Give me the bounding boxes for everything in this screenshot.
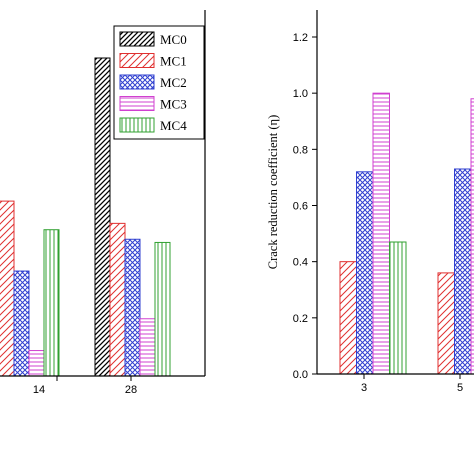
right-y-tick-label: 1.0	[293, 88, 308, 100]
bar-mc4-3	[389, 241, 407, 375]
bar-mc3-14	[28, 350, 45, 377]
legend-swatch-mc0	[119, 31, 155, 47]
right-x-tick-label: 3	[361, 382, 367, 394]
right-x-tick-label: 5	[457, 382, 463, 394]
bar-mc1-5	[437, 272, 455, 375]
bar-mc1-14	[0, 200, 15, 377]
legend: MC0 MC1 MC2 MC3 MC4	[113, 25, 205, 140]
bar-mc4-14	[43, 229, 60, 377]
bar-mc2-5	[454, 168, 472, 375]
bar-mc1-3	[339, 261, 357, 375]
right-bars	[339, 92, 474, 375]
legend-label-mc0: MC0	[160, 32, 187, 47]
left-x-tick-label: 14	[33, 384, 45, 396]
right-y-tick-label: 0.8	[293, 144, 308, 156]
legend-swatch-mc3	[119, 96, 155, 111]
bar-mc4-28	[154, 241, 171, 377]
bar-mc2-3	[356, 171, 374, 375]
legend-swatch-mc2	[119, 74, 155, 90]
bar-mc2-14	[13, 270, 30, 377]
right-y-tick-label: 1.2	[293, 32, 308, 44]
bar-mc2-28	[124, 238, 141, 377]
left-x-tick-label: 28	[125, 384, 137, 396]
legend-label-mc2: MC2	[160, 75, 187, 90]
legend-swatch-mc4	[119, 117, 155, 133]
bar-mc1-28	[109, 222, 126, 377]
right-y-axis-title: Crack reduction coefficient (η)	[266, 115, 280, 270]
legend-label-mc3: MC3	[160, 97, 187, 112]
left-chart: 14 28 MC0 MC1 MC2 MC3 MC4	[0, 10, 206, 396]
right-chart: 0.0 0.2 0.4 0.6 0.8 1.0 1.2 3 5 Crack reductio…	[266, 10, 474, 394]
left-bars	[0, 57, 171, 377]
legend-swatch-mc1	[119, 53, 155, 68]
legend-label-mc4: MC4	[160, 118, 187, 133]
bar-mc3-3	[372, 92, 390, 375]
bar-mc3-5	[470, 98, 474, 375]
right-y-tick-label: 0.4	[293, 257, 308, 269]
right-y-tick-label: 0.2	[293, 313, 308, 325]
bar-mc3-28	[139, 318, 156, 377]
legend-label-mc1: MC1	[160, 54, 187, 69]
right-y-tick-label: 0.6	[293, 201, 308, 213]
right-y-tick-label: 0.0	[293, 369, 308, 381]
bar-mc0-28	[94, 57, 111, 377]
